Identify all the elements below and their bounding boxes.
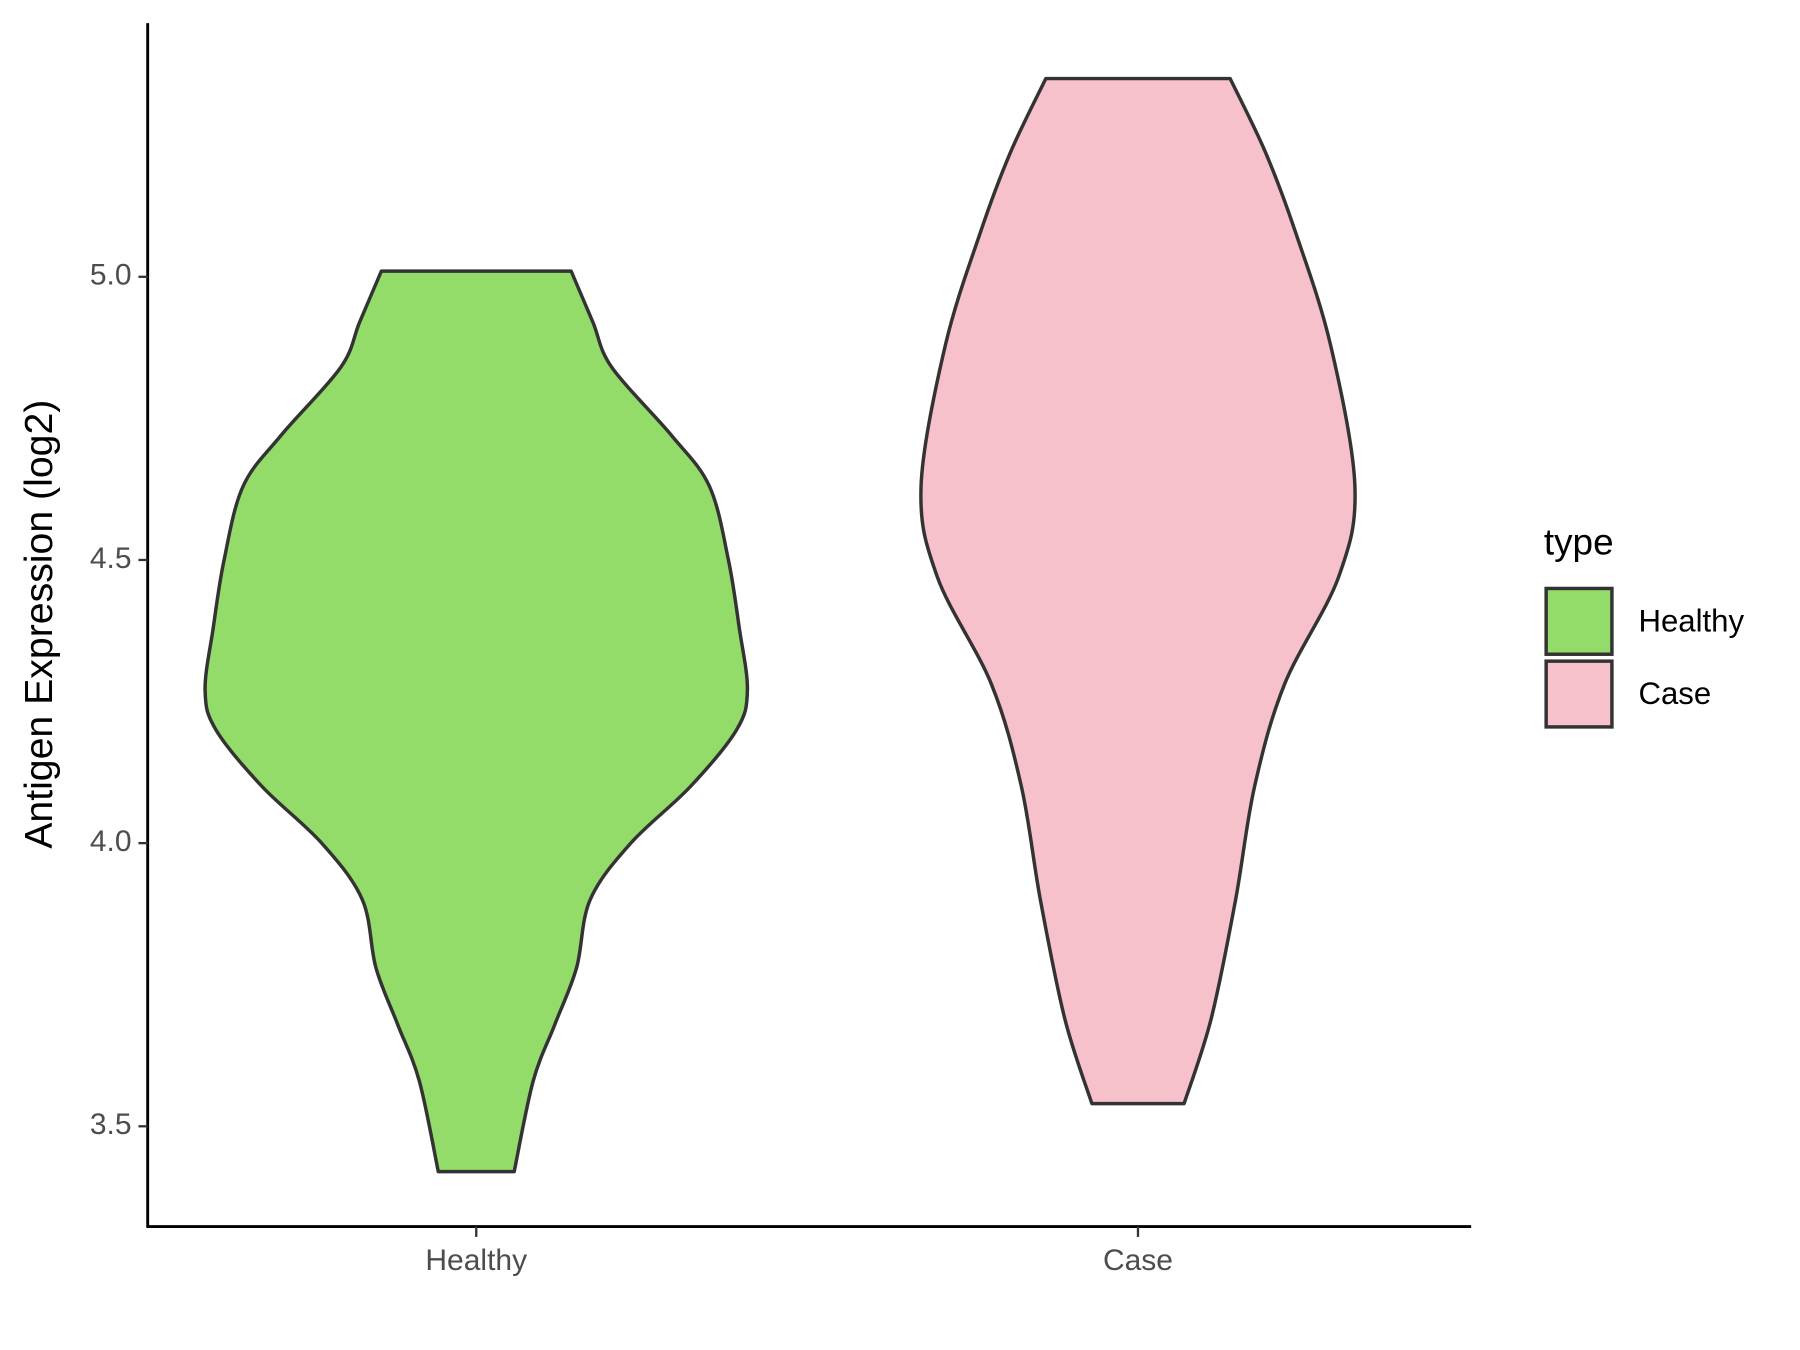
violin xyxy=(919,76,1357,1106)
legend-label: Case xyxy=(1638,676,1711,711)
x-tick-label: Case xyxy=(1103,1244,1173,1277)
legend-title: type xyxy=(1544,521,1614,562)
legend-label: Healthy xyxy=(1638,603,1744,638)
violin xyxy=(203,269,750,1174)
legend-swatch xyxy=(1544,586,1614,656)
y-axis-title: Antigen Expression (log2) xyxy=(17,400,61,849)
y-tick-label: 4.5 xyxy=(90,542,132,575)
x-tick-label: Healthy xyxy=(425,1244,527,1277)
y-tick-label: 3.5 xyxy=(90,1108,132,1141)
legend-swatch xyxy=(1544,659,1614,729)
y-tick-label: 4.0 xyxy=(90,825,132,858)
y-tick-label: 5.0 xyxy=(90,259,132,292)
